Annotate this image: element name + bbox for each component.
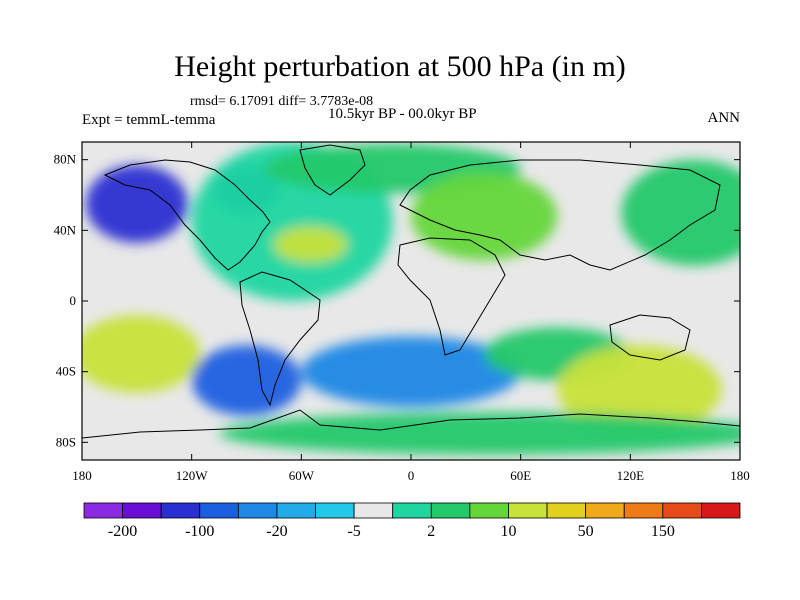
anomaly-region-8 (191, 345, 302, 416)
anomaly-region-12 (219, 412, 740, 455)
coastline-greenland (299, 144, 366, 196)
colorbar-swatch (469, 502, 509, 519)
anomaly-region-7 (82, 315, 201, 393)
coastline-eurasia (399, 159, 721, 271)
x-tick-label: 120W (176, 468, 209, 483)
colorbar-swatch (546, 502, 587, 519)
anomaly-region-11 (557, 345, 722, 434)
y-tick-label: 40S (56, 364, 76, 379)
colorbar-swatch (392, 502, 432, 519)
coastline-africa (397, 237, 506, 356)
colorbar-swatch (315, 502, 355, 519)
colorbar-swatch (199, 502, 239, 519)
anomaly-region-0 (85, 164, 189, 243)
colorbar-swatch (430, 502, 471, 519)
anomaly-region-3 (273, 226, 348, 263)
colorbar-swatch (160, 502, 201, 519)
colorbar-swatch (237, 502, 278, 519)
anomaly-region-9 (301, 336, 521, 407)
colorbar-label: 2 (427, 523, 435, 540)
coastlines (82, 144, 740, 439)
x-tick-label: 180 (730, 468, 750, 483)
colorbar-label: -200 (108, 523, 137, 540)
colorbar-label: -5 (347, 523, 360, 540)
colorbar-label: -100 (185, 523, 214, 540)
coastline-australia (609, 314, 691, 361)
map-plot-area (82, 142, 740, 460)
map-axes: 180 120W 60W 0 60E 120E 180 80N 40N 0 40S 80S (54, 142, 750, 483)
x-tick-label: 60E (510, 468, 531, 483)
x-tick-label: 120E (617, 468, 645, 483)
colorbar-swatch (623, 502, 664, 519)
colorbar-swatch (585, 502, 625, 519)
colorbar-label: 10 (500, 523, 516, 540)
time-period-label: 10.5kyr BP - 00.0kyr BP (328, 106, 477, 122)
plot-title: Height perturbation at 500 hPa (in m) (174, 50, 626, 83)
y-tick-label: 40N (54, 222, 77, 237)
anomaly-region-5 (411, 172, 558, 261)
y-tick-label: 80S (56, 434, 76, 449)
season-label: ANN (707, 110, 741, 126)
x-tick-label: 60W (289, 468, 315, 483)
colorbar-swatch (83, 502, 123, 519)
colorbar-label: 50 (578, 523, 594, 540)
colorbar-swatch (353, 502, 394, 519)
coastline-north-america (103, 159, 271, 271)
x-tick-label: 0 (408, 468, 415, 483)
coastline-antarctica (82, 409, 740, 439)
coastline-south-america (239, 271, 321, 407)
experiment-label: Expt = temmL-temma (82, 112, 216, 128)
colorbar-swatch (662, 502, 702, 519)
colorbar-swatch (122, 502, 162, 519)
x-tick-label: 180 (72, 468, 92, 483)
colorbar-label: -20 (266, 523, 287, 540)
colorbar-swatch (508, 502, 548, 519)
y-tick-label: 80N (54, 152, 77, 167)
colorbar-label: 150 (651, 523, 675, 540)
anomaly-contours (82, 142, 740, 455)
colorbar-swatch (701, 502, 741, 519)
colorbar: -200 -100 -20 -5 2 10 50 150 (83, 502, 741, 540)
anomaly-region-6 (621, 159, 740, 266)
y-tick-label: 0 (70, 293, 77, 308)
rmsd-diff-stats: rmsd= 6.17091 diff= 3.7783e-08 (190, 94, 374, 109)
colorbar-swatch (276, 502, 316, 519)
